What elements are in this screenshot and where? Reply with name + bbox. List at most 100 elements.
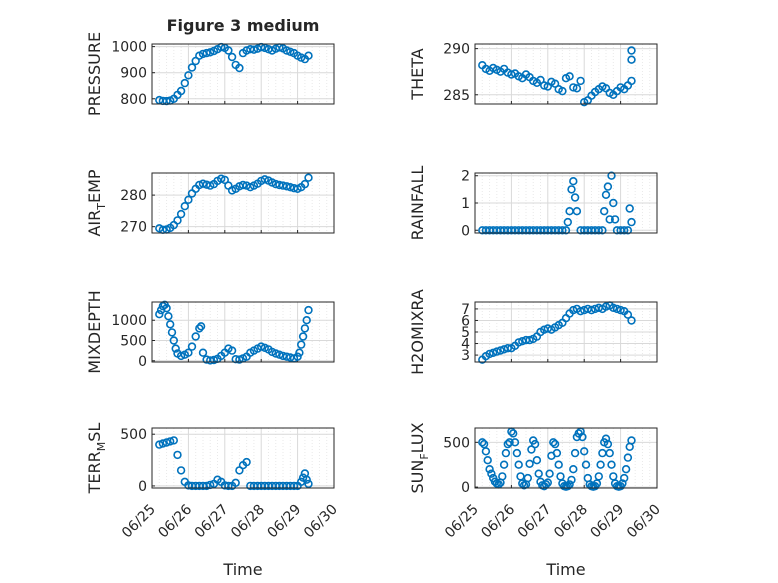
- y-tick-label: 280: [120, 188, 147, 204]
- data-point: [278, 351, 288, 361]
- axes-box: [151, 427, 335, 489]
- data-point: [534, 469, 543, 478]
- data-point: [627, 436, 636, 445]
- x-tick-label: 06/29: [265, 502, 305, 542]
- data-point: [607, 460, 616, 469]
- subplot-4: 0 1 2 RAINFALL: [408, 166, 658, 240]
- x-tick-label: 06/25: [442, 502, 482, 542]
- data-point: [501, 448, 511, 458]
- data-point: [238, 180, 248, 190]
- data-point: [206, 356, 215, 365]
- data-point: [565, 207, 574, 216]
- data-point: [510, 438, 520, 447]
- data-point: [545, 469, 554, 478]
- data-point: [286, 47, 295, 56]
- data-point: [173, 216, 182, 225]
- data-point: [567, 185, 576, 194]
- data-point: [627, 55, 636, 64]
- y-tick-label: 3: [461, 348, 470, 364]
- y-tick-label: 290: [443, 42, 470, 58]
- data-point: [184, 71, 193, 80]
- data-point: [581, 460, 591, 469]
- data-point: [605, 448, 614, 458]
- data-point: [206, 48, 215, 57]
- data-point: [505, 438, 514, 447]
- data-point: [525, 459, 534, 468]
- y-axis-label: MIXDEPTH: [85, 290, 104, 373]
- data-point: [576, 76, 585, 86]
- axes-box: [151, 301, 335, 363]
- y-tick-label: 800: [120, 92, 147, 108]
- data-point: [496, 346, 505, 355]
- y-tick-label: 5: [461, 325, 470, 341]
- data-point: [619, 226, 629, 235]
- y-tick-label: 0: [138, 354, 147, 370]
- data-point: [618, 479, 627, 488]
- data-point: [543, 478, 552, 487]
- data-point: [565, 72, 574, 81]
- data-point: [612, 304, 622, 314]
- data-point: [619, 473, 629, 483]
- data-point: [596, 460, 605, 469]
- data-point: [576, 307, 585, 316]
- data-point: [298, 332, 308, 341]
- data-point: [300, 324, 310, 333]
- data-point: [609, 198, 618, 208]
- data-point: [625, 204, 634, 213]
- data-point: [503, 439, 512, 449]
- data-point: [282, 182, 291, 191]
- data-point: [550, 439, 560, 449]
- data-point: [166, 320, 175, 329]
- data-point: [158, 439, 168, 448]
- data-point: [572, 84, 582, 93]
- data-point: [487, 469, 496, 478]
- data-point: [187, 63, 197, 72]
- data-point: [166, 437, 175, 446]
- data-point: [195, 324, 204, 333]
- data-point: [627, 76, 636, 86]
- y-tick-label: 1000: [111, 313, 147, 329]
- axes-box: [474, 301, 658, 363]
- data-point: [621, 465, 631, 474]
- y-tick-label: 2: [461, 169, 470, 185]
- data-point: [235, 63, 244, 73]
- axes-box: [151, 43, 335, 105]
- data-point: [485, 349, 494, 359]
- data-point: [260, 175, 269, 184]
- data-point: [556, 472, 565, 481]
- data-point: [532, 456, 542, 465]
- data-point: [498, 472, 507, 481]
- x-tick-label: 06/28: [551, 502, 591, 542]
- data-point: [155, 310, 164, 319]
- data-point: [489, 348, 498, 357]
- data-point: [514, 338, 523, 347]
- data-point: [191, 332, 200, 341]
- data-point: [217, 174, 226, 183]
- data-point: [278, 181, 288, 190]
- y-tick-label: 0: [461, 480, 470, 496]
- y-axis-label: THETA: [408, 48, 427, 100]
- data-point: [527, 445, 536, 454]
- data-point: [610, 215, 620, 224]
- data-point: [616, 305, 625, 315]
- data-point: [623, 310, 633, 319]
- data-point: [594, 226, 603, 235]
- data-point: [196, 322, 206, 331]
- axes-box: [474, 172, 658, 234]
- data-point: [507, 70, 516, 79]
- y-axis-label: H2OMIXRA: [408, 289, 427, 375]
- data-point: [295, 348, 304, 357]
- y-axis-label: TERRMSL: [85, 423, 108, 495]
- data-point: [509, 429, 518, 438]
- data-point: [227, 346, 237, 355]
- data-point: [561, 226, 571, 235]
- data-point: [578, 432, 587, 442]
- data-point: [176, 466, 186, 475]
- data-point: [594, 472, 603, 481]
- data-point: [224, 46, 233, 55]
- data-point: [539, 81, 549, 90]
- y-tick-label: 500: [120, 334, 147, 350]
- x-tick-label: 06/29: [588, 502, 628, 542]
- data-point: [554, 460, 563, 469]
- figure-title: Figure 3 medium: [167, 16, 320, 35]
